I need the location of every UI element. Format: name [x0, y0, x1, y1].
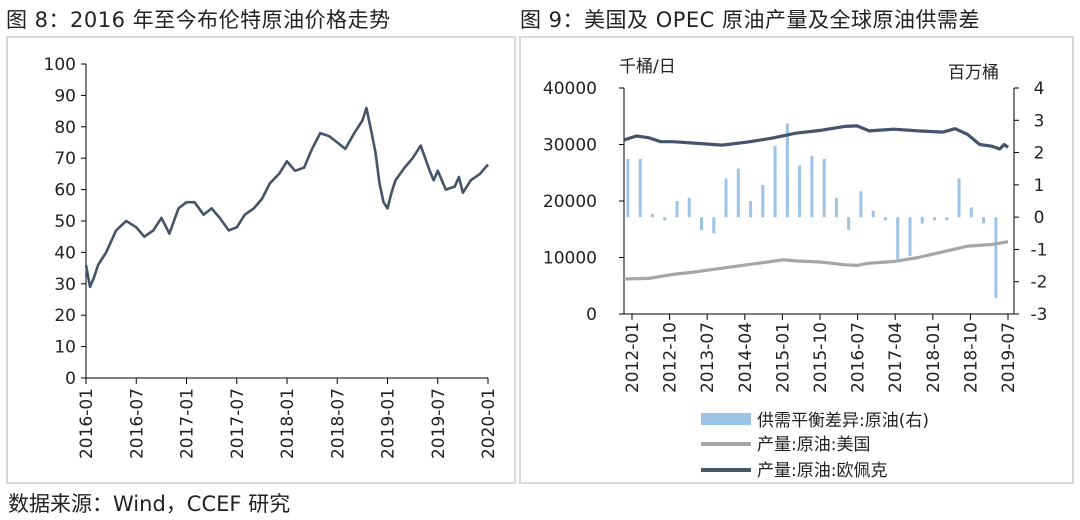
balance-bar: [969, 207, 973, 218]
balance-bar: [908, 217, 912, 256]
left-y-tick-label: 40000: [543, 79, 597, 99]
series-line-opec-production: [623, 124, 1010, 151]
x-tick-label: 2017-04: [886, 322, 906, 393]
balance-bar: [883, 217, 887, 221]
left-y-tick-label: 30000: [543, 136, 597, 156]
x-tick-label: 2018-01: [278, 388, 298, 459]
y-tick-label: 100: [44, 55, 76, 75]
balance-bar: [675, 201, 679, 218]
balance-bar: [933, 217, 937, 221]
balance-bar: [712, 217, 716, 234]
legend-label: 产量:原油:美国: [757, 435, 870, 455]
right-y-tick-label: -2: [1031, 273, 1048, 293]
balance-bar: [687, 197, 691, 218]
y-tick-label: 50: [54, 212, 76, 232]
x-tick-label: 2013-07: [698, 322, 718, 393]
right-y-tick-label: 4: [1034, 79, 1045, 99]
right-axis-unit: 百万桶: [948, 63, 999, 83]
balance-bar: [810, 155, 814, 218]
x-tick-label: 2016-07: [849, 322, 869, 393]
left-axis-unit: 千桶/日: [619, 57, 676, 77]
x-tick-label: 2018-01: [924, 322, 944, 393]
legend-label: 产量:原油:欧佩克: [757, 461, 887, 481]
balance-bar: [994, 217, 998, 298]
series-line-us-production: [623, 240, 1009, 281]
balance-bar: [638, 159, 642, 218]
x-tick-label: 2015-01: [773, 322, 793, 393]
y-tick-label: 0: [65, 369, 76, 389]
y-tick-label: 60: [54, 181, 76, 201]
left-y-tick-label: 0: [586, 305, 597, 325]
brent-price-chart-panel: 0 10 20 30 40 50 60 70 80 90 100 2016-01 2016-07 2017…: [6, 36, 516, 484]
balance-bar: [822, 159, 826, 218]
x-tick-label: 2012-01: [623, 322, 643, 393]
balance-bar: [736, 168, 740, 218]
x-tick-label: 2012-10: [661, 322, 681, 393]
x-tick-label: 2016-01: [77, 388, 97, 459]
balance-bar: [798, 165, 802, 218]
x-tick-label: 2020-01: [479, 388, 499, 459]
y-tick-label: 20: [54, 306, 76, 326]
x-tick-label: 2018-07: [328, 388, 348, 459]
balance-bar: [847, 217, 851, 231]
brent-price-chart: 0 10 20 30 40 50 60 70 80 90 100 2016-01 2016-07 2017…: [44, 55, 499, 459]
balance-bar: [871, 210, 875, 218]
left-y-tick-label: 10000: [543, 249, 597, 269]
balance-bar: [920, 217, 924, 224]
balance-bar: [982, 217, 986, 224]
balance-bar: [700, 217, 704, 231]
series-line-brent: [84, 106, 489, 289]
x-tick-label: 2019-07: [429, 388, 449, 459]
x-tick-label: 2017-01: [178, 388, 198, 459]
x-tick-label: 2018-10: [961, 322, 981, 393]
right-y-tick-label: 1: [1034, 176, 1045, 196]
x-tick-label: 2014-04: [736, 322, 756, 393]
balance-bar: [761, 184, 765, 218]
right-y-tick-label: -1: [1031, 240, 1048, 260]
balance-bar: [859, 191, 863, 218]
balance-bar: [650, 213, 654, 218]
source-note: 数据来源：Wind，CCEF 研究: [8, 492, 291, 516]
crude-production-chart: 千桶/日 百万桶 0 10000 20000 30000 40000 -3 -2 -1 0 1 2 3 4 2…: [543, 57, 1048, 481]
y-tick-label: 40: [54, 243, 76, 263]
right-y-tick-label: 2: [1034, 144, 1045, 164]
x-tick-label: 2016-07: [127, 388, 147, 459]
balance-bar: [663, 217, 667, 221]
right-y-tick-label: 0: [1034, 208, 1045, 228]
figure-8-title: 图 8：2016 年至今布伦特原油价格走势: [6, 8, 391, 32]
left-y-tick-label: 20000: [543, 192, 597, 212]
balance-bar: [785, 123, 789, 218]
x-tick-label: 2019-07: [999, 322, 1019, 393]
balance-bar: [626, 159, 630, 218]
right-y-tick-label: 3: [1034, 111, 1045, 131]
figure-9-title: 图 9：美国及 OPEC 原油产量及全球原油供需差: [520, 8, 981, 32]
balance-bar: [896, 217, 900, 260]
legend-swatch-balance: [701, 413, 751, 425]
x-tick-label: 2017-07: [228, 388, 248, 459]
balance-bar: [749, 201, 753, 218]
y-tick-label: 90: [54, 86, 76, 106]
balance-bar: [945, 217, 949, 221]
y-tick-label: 70: [54, 149, 76, 169]
legend-label: 供需平衡差异:原油(右): [757, 411, 929, 431]
x-tick-label: 2015-10: [811, 322, 831, 393]
balance-bar: [773, 146, 777, 218]
y-tick-label: 10: [54, 338, 76, 358]
x-tick-label: 2019-01: [379, 388, 399, 459]
crude-production-chart-panel: 千桶/日 百万桶 0 10000 20000 30000 40000 -3 -2 -1 0 1 2 3 4 2…: [519, 36, 1074, 484]
balance-bar: [724, 178, 728, 218]
balance-bar: [957, 178, 961, 218]
y-tick-label: 30: [54, 275, 76, 295]
right-y-tick-label: -3: [1031, 305, 1048, 325]
y-tick-label: 80: [54, 118, 76, 138]
balance-bar: [834, 197, 838, 218]
